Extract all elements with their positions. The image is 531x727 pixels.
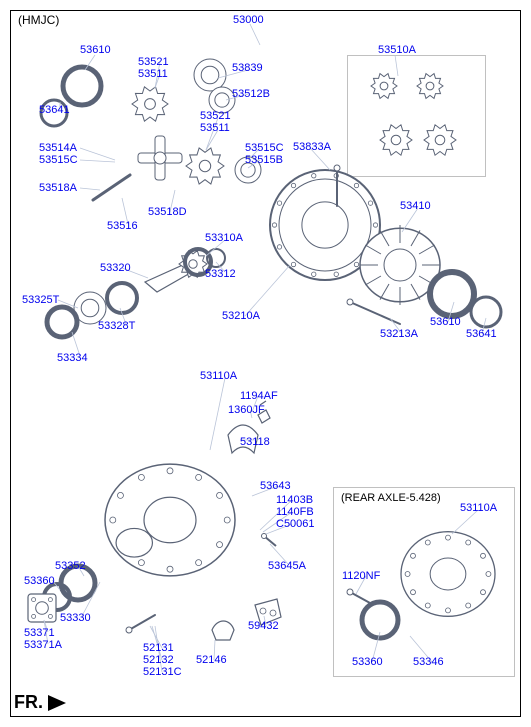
callout-53643: 53643: [260, 480, 291, 492]
callout-52132: 52132: [143, 654, 174, 666]
callout-53110A: 53110A: [200, 370, 237, 382]
callout-52131: 52131: [143, 642, 174, 654]
callout-53360: 53360: [24, 575, 55, 587]
callout-53110Ab: 53110A: [460, 502, 497, 514]
callout-53839: 53839: [232, 62, 263, 74]
callout-53514A: 53514A: [39, 142, 77, 154]
callout-53334: 53334: [57, 352, 88, 364]
callout-53610: 53610: [80, 44, 111, 56]
callout-1140FB: 1140FB: [276, 506, 314, 518]
callout-53833A: 53833A: [293, 141, 331, 153]
callout-53645A: 53645A: [268, 560, 306, 572]
callout-53330: 53330: [60, 612, 91, 624]
callout-53210A: 53210A: [222, 310, 260, 322]
callout-53641b: 53641: [466, 328, 497, 340]
callout-53360b: 53360: [352, 656, 383, 668]
callout-53310A: 53310A: [205, 232, 243, 244]
callout-1120NF: 1120NF: [342, 570, 380, 582]
callout-59432: 59432: [248, 620, 279, 632]
callout-53312: 53312: [205, 268, 236, 280]
callout-53518D: 53518D: [148, 206, 187, 218]
callout-52131C: 52131C: [143, 666, 182, 678]
callout-1360JF: 1360JF: [228, 404, 265, 416]
callout-53320: 53320: [100, 262, 131, 274]
fr-label: FR.: [14, 692, 43, 713]
callout-53511: 53511: [138, 68, 168, 80]
callout-C50061: C50061: [276, 518, 315, 530]
callout-53410: 53410: [400, 200, 431, 212]
callout-53328T: 53328T: [98, 320, 135, 332]
callout-53000: 53000: [233, 14, 264, 26]
callout-53516: 53516: [107, 220, 138, 232]
callout-53352: 53352: [55, 560, 86, 572]
callout-53515Cb: 53515C: [245, 142, 284, 154]
callout-53371: 53371: [24, 627, 55, 639]
fr-arrow-icon: [48, 695, 66, 711]
callout-53641: 53641: [39, 104, 70, 116]
callout-53518A: 53518A: [39, 182, 77, 194]
callout-53511b: 53511: [200, 122, 230, 134]
callout-53346: 53346: [413, 656, 444, 668]
callout-53515C: 53515C: [39, 154, 78, 166]
callout-53515B: 53515B: [245, 154, 283, 166]
callout-53371A: 53371A: [24, 639, 62, 651]
callout-53118: 53118: [240, 436, 270, 448]
callout-11403B: 11403B: [276, 494, 313, 506]
callout-53521: 53521: [138, 56, 169, 68]
callout-52146: 52146: [196, 654, 227, 666]
callout-53325T: 53325T: [22, 294, 59, 306]
callout-1194AF: 1194AF: [240, 390, 278, 402]
callout-53521b: 53521: [200, 110, 231, 122]
callout-53512B: 53512B: [232, 88, 270, 100]
callout-53610b: 53610: [430, 316, 461, 328]
callout-53510A: 53510A: [378, 44, 416, 56]
callout-53213A: 53213A: [380, 328, 418, 340]
